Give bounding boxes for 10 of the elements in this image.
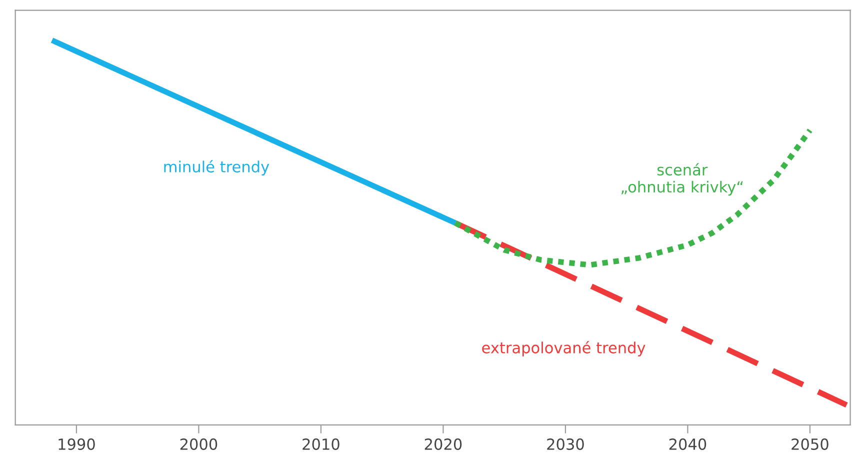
x-tick-label: 2000: [180, 438, 218, 450]
series-label: extrapolované trendy: [482, 341, 646, 356]
series-label: scenár „ohnutia krivky“: [622, 163, 743, 196]
x-tick-label: 2050: [792, 438, 828, 450]
series-label: minulé trendy: [164, 160, 270, 176]
x-tick-label: 2010: [302, 438, 340, 450]
x-tick-label: 2030: [547, 438, 584, 450]
x-tick-label: 2020: [424, 438, 462, 450]
x-tick-label: 2040: [669, 438, 706, 450]
x-tick-label: 1990: [58, 438, 95, 450]
